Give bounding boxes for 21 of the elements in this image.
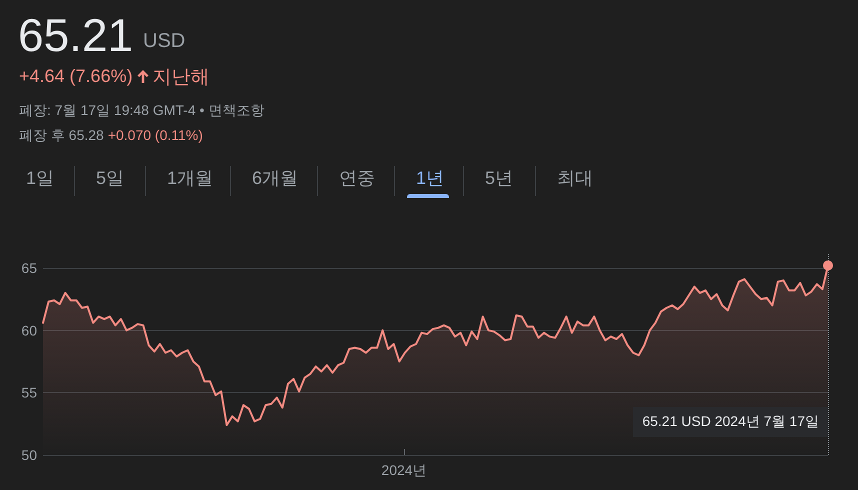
text: 지난해 [152, 66, 210, 90]
chart-title: 65.21 [18, 8, 134, 62]
text: 연중 [339, 167, 375, 190]
text: +4.64 (7.66%) [19, 66, 133, 87]
chart-subtitle: USD [143, 30, 186, 53]
text: 2024년 [381, 462, 427, 480]
annotation: 65.21 USD 2024년 7월 17일 [633, 407, 828, 437]
y-tick-label: 50 [21, 447, 38, 463]
text: 1년 [416, 167, 444, 190]
text: 폐장 후 65.28 [19, 127, 104, 145]
text: 6개월 [252, 167, 298, 190]
text: 5일 [96, 167, 124, 190]
y-tick-label: 55 [21, 384, 38, 401]
text: 최대 [557, 167, 593, 190]
text: 5년 [485, 167, 514, 190]
text: +0.070 (0.11%) [108, 127, 203, 143]
y-tick-label: 65 [21, 260, 38, 276]
text: 폐장: 7월 17일 19:48 GMT-4 • 면책조항 [19, 102, 264, 120]
y-tick-label: 60 [21, 322, 38, 338]
text: 1개월 [167, 167, 214, 190]
text: 1일 [26, 167, 54, 190]
